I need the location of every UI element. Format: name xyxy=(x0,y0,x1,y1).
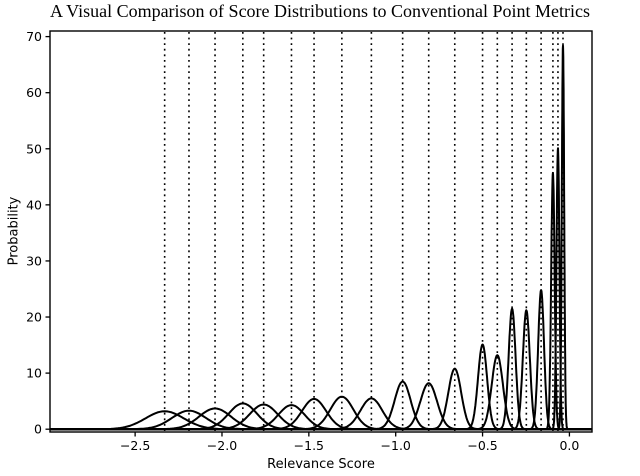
x-axis-label: Relevance Score xyxy=(267,457,375,472)
svg-text:−1.0: −1.0 xyxy=(381,438,411,453)
svg-text:30: 30 xyxy=(26,253,42,268)
y-axis-label: Probability xyxy=(6,196,22,266)
svg-text:−0.5: −0.5 xyxy=(467,438,497,453)
svg-text:20: 20 xyxy=(26,310,42,325)
svg-text:−1.5: −1.5 xyxy=(294,438,324,453)
svg-text:−2.5: −2.5 xyxy=(120,438,150,453)
svg-text:60: 60 xyxy=(26,85,42,100)
point-metric-lines xyxy=(163,32,564,431)
y-tick-labels: 0 10 20 30 40 50 60 70 xyxy=(26,29,50,437)
svg-text:70: 70 xyxy=(26,29,42,44)
svg-text:50: 50 xyxy=(26,141,42,156)
svg-text:−2.0: −2.0 xyxy=(207,438,237,453)
svg-text:0.0: 0.0 xyxy=(559,438,579,453)
chart-title: A Visual Comparison of Score Distributio… xyxy=(49,1,591,21)
axes-frame xyxy=(49,30,593,433)
svg-text:40: 40 xyxy=(26,197,42,212)
svg-text:10: 10 xyxy=(26,366,42,381)
distribution-curves xyxy=(50,44,592,431)
svg-text:0: 0 xyxy=(34,422,42,437)
x-tick-labels: −2.5 −2.0 −1.5 −1.0 −0.5 0.0 xyxy=(120,432,579,453)
